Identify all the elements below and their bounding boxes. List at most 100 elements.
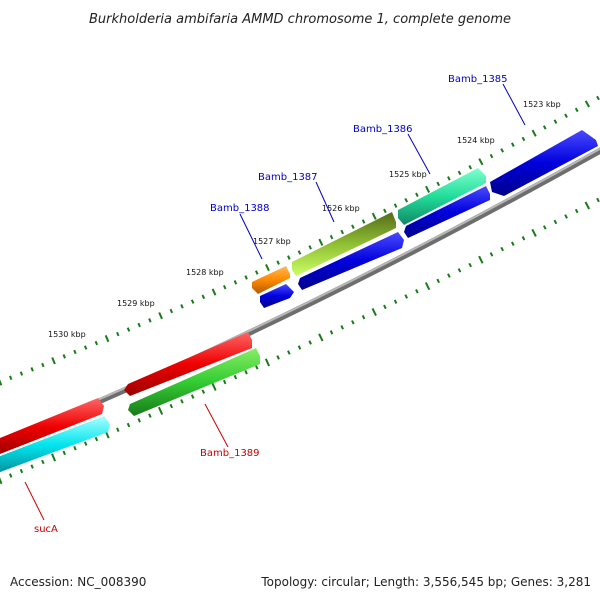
tick-mark [318,333,324,342]
tick-mark [116,427,120,432]
gene-blue-reverse-1[interactable] [404,186,490,238]
tick-mark [276,260,280,265]
tick-label: 1523 kbp [523,100,561,109]
tick-mark [222,379,227,385]
gene-bamb-1388[interactable] [252,266,290,294]
tick-mark [180,304,184,309]
tick-mark [521,136,526,142]
outer-tick-ring [0,95,600,386]
tick-mark [564,113,568,118]
tick-mark [500,148,504,153]
gene-bamb-1387[interactable] [292,212,396,276]
tick-mark [158,312,163,320]
gene-bamb-1386[interactable] [398,168,486,225]
gene-label-bamb-1389[interactable]: Bamb_1389 [200,448,260,459]
tick-mark [51,453,57,462]
tick-label: 1529 kbp [117,299,155,308]
leader-line-bamb-1388 [239,213,263,260]
tick-mark [180,399,184,404]
tick-mark [30,367,34,372]
tick-mark [553,219,558,225]
tick-mark [9,375,13,381]
gene-sucA[interactable] [0,416,110,474]
tick-label: 1528 kbp [186,268,224,277]
tick-mark [73,349,77,355]
tick-mark [169,308,174,314]
gene-bamb-1389[interactable] [128,348,260,416]
tick-mark [190,394,195,399]
tick-label: 1524 kbp [457,136,495,145]
tick-mark [340,229,344,235]
tick-label: 1530 kbp [48,330,86,339]
tick-mark [329,330,334,335]
inner-tick-ring [0,197,600,485]
tick-mark [83,441,88,446]
gene-label-bamb-1385[interactable]: Bamb_1385 [448,74,508,85]
tick-mark [287,350,291,355]
tick-mark [468,262,472,268]
tick-labels: 1523 kbp 1524 kbp 1525 kbp 1526 kbp 1527… [48,100,561,339]
tick-mark [41,459,45,465]
tick-mark [104,335,110,343]
tick-mark [62,450,66,456]
tick-mark [351,320,355,325]
tick-mark [436,181,440,187]
gene-bamb-1385[interactable] [490,130,598,196]
tick-mark [254,270,259,275]
tick-mark [361,314,366,320]
reverse-strand [0,186,490,474]
map-title: Burkholderia ambifaria AMMD chromosome 1… [89,12,511,27]
gene-label-bamb-1386[interactable]: Bamb_1386 [353,124,413,135]
tick-mark [371,307,377,317]
tick-mark [553,119,558,124]
tick-mark [30,464,34,469]
tick-mark [574,208,579,214]
tick-mark [211,382,217,391]
tick-mark [393,203,398,208]
gene-bamb-1389-partner[interactable] [124,332,252,396]
tick-mark [478,255,484,264]
tick-label: 1527 kbp [253,237,291,246]
leader-lines [24,83,526,521]
tick-mark [584,100,590,108]
tick-mark [73,446,77,451]
leader-line-bamb-1389 [204,403,229,448]
gene-label-sucA[interactable]: sucA [34,524,58,535]
tick-mark [222,284,227,290]
gene-sucA-partner[interactable] [0,398,104,456]
accession-text: Accession: NC_008390 [10,575,146,589]
tick-mark [393,299,398,304]
gene-blue-reverse-2[interactable] [298,232,404,290]
gene-label-bamb-1388[interactable]: Bamb_1388 [210,203,270,214]
gene-blue-reverse-3[interactable] [260,284,294,308]
tick-mark [489,252,494,257]
tick-mark [211,288,217,296]
tick-mark [19,371,24,376]
tick-mark [244,275,248,280]
tick-mark [596,197,600,203]
tick-mark [542,125,547,130]
tick-mark [157,406,164,415]
tick-mark [564,214,568,219]
tick-mark [361,219,366,224]
gene-label-bamb-1387[interactable]: Bamb_1387 [258,172,318,183]
tick-mark [584,201,591,210]
tick-mark [511,241,515,246]
tick-mark [425,185,430,193]
tick-mark [148,413,152,418]
tick-mark [169,403,174,409]
tick-mark [297,250,302,255]
tick-mark [436,278,440,284]
tick-mark [41,362,45,368]
tick-mark [404,197,408,203]
tick-mark [478,158,484,166]
tick-mark [276,355,280,360]
tick-mark [233,280,238,285]
tick-mark [148,318,152,323]
tick-mark [137,322,141,328]
tick-mark [244,370,248,375]
tick-mark [116,331,120,337]
tick-mark [500,246,504,252]
tick-mark [126,422,131,428]
tick-mark [308,340,312,345]
